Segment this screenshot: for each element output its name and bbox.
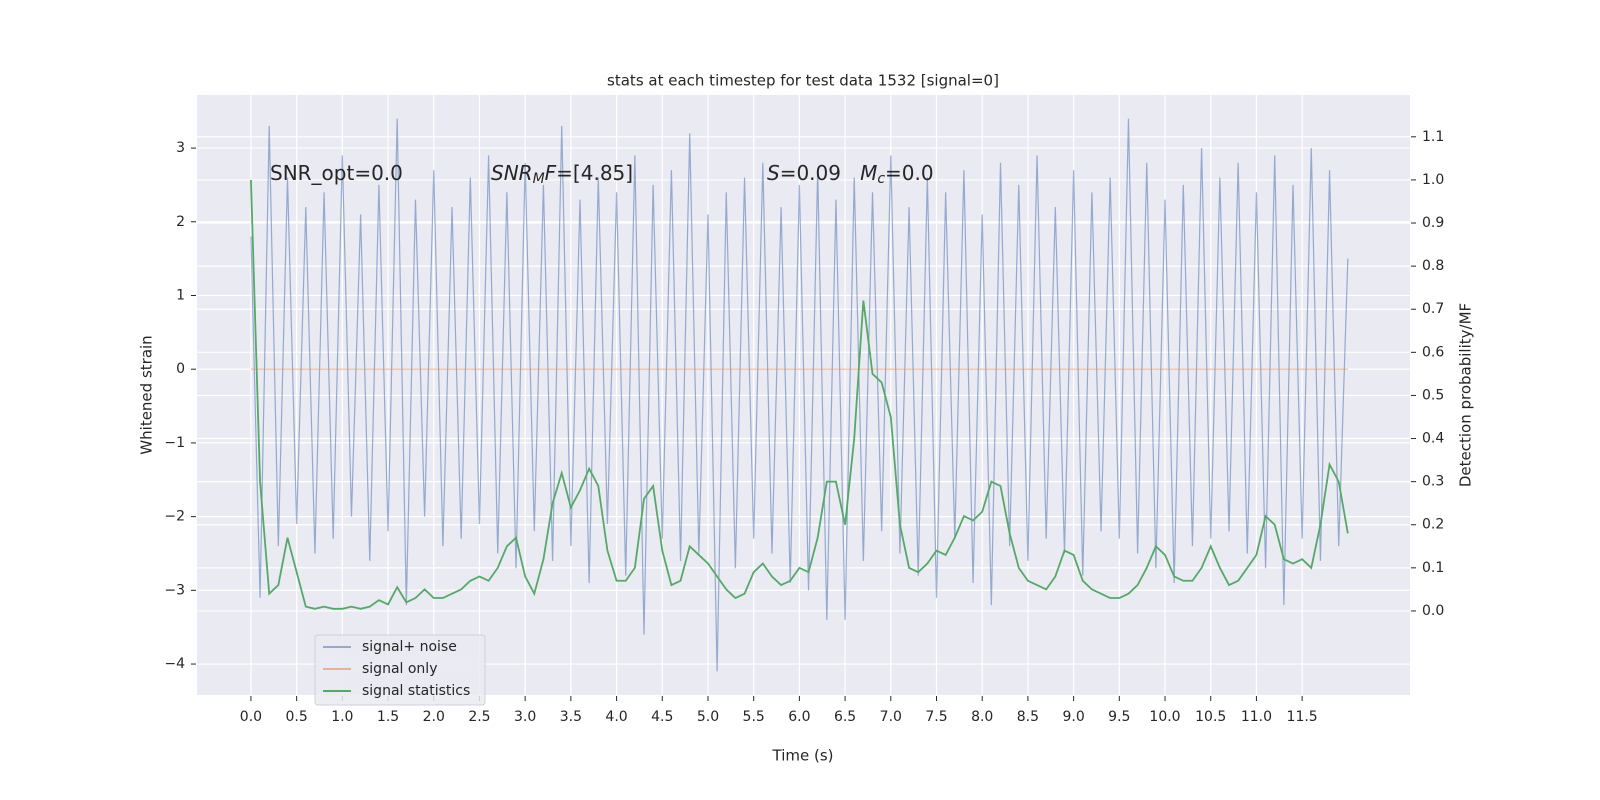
x-tick-label: 8.5 — [1017, 709, 1039, 725]
y2-tick-label: 0.0 — [1422, 603, 1444, 619]
y-tick-label: 1 — [176, 287, 185, 303]
y-tick-label: 2 — [176, 214, 185, 230]
annotation-part: =0.09 — [780, 161, 860, 185]
annotation-part: S — [767, 161, 780, 185]
y2-tick-label: 0.8 — [1422, 258, 1444, 274]
y-tick-label: −2 — [164, 509, 185, 525]
annotation-part: SNR_opt=0.0 — [270, 161, 403, 185]
x-tick-label: 4.5 — [651, 709, 673, 725]
x-tick-label: 4.0 — [605, 709, 627, 725]
legend-label: signal+ noise — [362, 639, 457, 655]
x-tick-label: 3.0 — [514, 709, 536, 725]
annotation-part: F — [545, 161, 557, 185]
x-tick-label: 1.0 — [331, 709, 353, 725]
y2-tick-label: 0.9 — [1422, 215, 1444, 231]
x-tick-label: 0.5 — [286, 709, 308, 725]
y2-tick-label: 0.2 — [1422, 517, 1444, 533]
x-tick-label: 1.5 — [377, 709, 399, 725]
x-axis-label: Time (s) — [772, 747, 834, 765]
x-tick-label: 0.0 — [240, 709, 262, 725]
x-tick-label: 11.0 — [1241, 709, 1272, 725]
y2-tick-label: 0.3 — [1422, 474, 1444, 490]
y-tick-label: −3 — [164, 582, 185, 598]
legend-label: signal only — [362, 661, 437, 677]
series-line — [250, 118, 1349, 672]
x-tick-label: 9.0 — [1062, 709, 1084, 725]
x-tick-label: 7.0 — [880, 709, 902, 725]
annotation-part: M — [860, 161, 877, 185]
legend-label: signal statistics — [362, 683, 470, 699]
annotation: S=0.09 Mc=0.0 — [767, 161, 934, 188]
x-tick-label: 11.5 — [1287, 709, 1318, 725]
annotation: SNRMF=[4.85] — [491, 161, 633, 188]
chart-title: stats at each timestep for test data 153… — [607, 72, 999, 90]
series-line — [250, 179, 1349, 610]
x-tick-label: 3.5 — [560, 709, 582, 725]
x-tick-label: 5.0 — [697, 709, 719, 725]
x-tick-label: 2.0 — [423, 709, 445, 725]
y-tick-label: 0 — [176, 361, 185, 377]
x-tick-label: 10.5 — [1195, 709, 1226, 725]
y-tick-label: −1 — [164, 435, 185, 451]
x-tick-label: 6.5 — [834, 709, 856, 725]
annotation: SNR_opt=0.0 — [270, 161, 403, 185]
x-tick-label: 9.5 — [1108, 709, 1130, 725]
x-tick-label: 8.0 — [971, 709, 993, 725]
y2-tick-label: 0.5 — [1422, 387, 1444, 403]
x-tick-label: 7.5 — [925, 709, 947, 725]
annotation-part: M — [533, 171, 545, 187]
x-tick-label: 2.5 — [468, 709, 490, 725]
x-tick-label: 10.0 — [1149, 709, 1180, 725]
annotation-part: =[4.85] — [556, 161, 633, 185]
legend-box — [314, 634, 486, 706]
x-tick-label: 5.5 — [743, 709, 765, 725]
y2-tick-label: 1.0 — [1422, 172, 1444, 188]
annotation-part: SNR — [491, 161, 533, 185]
y2-axis-label: Detection probability/MF — [1457, 303, 1475, 487]
y2-tick-label: 0.4 — [1422, 431, 1444, 447]
y2-tick-label: 0.1 — [1422, 560, 1444, 576]
y2-tick-label: 0.6 — [1422, 344, 1444, 360]
y2-tick-label: 1.1 — [1422, 129, 1444, 145]
y-tick-label: 3 — [176, 140, 185, 156]
y-tick-label: −4 — [164, 656, 185, 672]
annotation-part: =0.0 — [885, 161, 934, 185]
y2-tick-label: 0.7 — [1422, 301, 1444, 317]
x-tick-label: 6.0 — [788, 709, 810, 725]
annotation-part: c — [877, 171, 885, 187]
y-axis-label: Whitened strain — [138, 335, 156, 454]
